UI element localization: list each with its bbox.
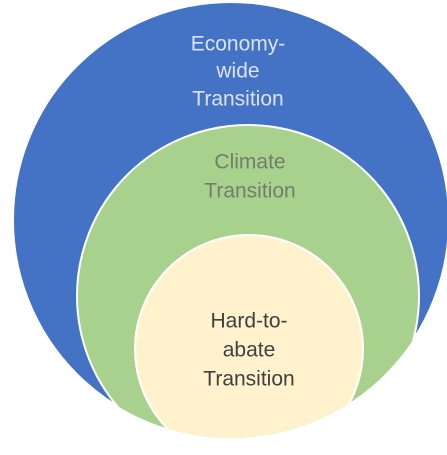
economy-wide-label: Economy- wide Transition bbox=[191, 33, 286, 111]
label-line: Transition bbox=[203, 368, 294, 391]
label-line: abate bbox=[223, 339, 276, 362]
label-line: Hard-to- bbox=[210, 310, 287, 333]
label-line: Climate bbox=[214, 151, 285, 174]
label-line: Transition bbox=[204, 180, 295, 203]
label-line: wide bbox=[215, 60, 259, 83]
label-line: Economy- bbox=[191, 33, 286, 56]
label-line: Transition bbox=[192, 88, 283, 111]
hard-to-abate-circle bbox=[134, 234, 364, 438]
climate-label: Climate Transition bbox=[204, 151, 295, 203]
hard-to-abate-label: Hard-to- abate Transition bbox=[203, 310, 294, 391]
